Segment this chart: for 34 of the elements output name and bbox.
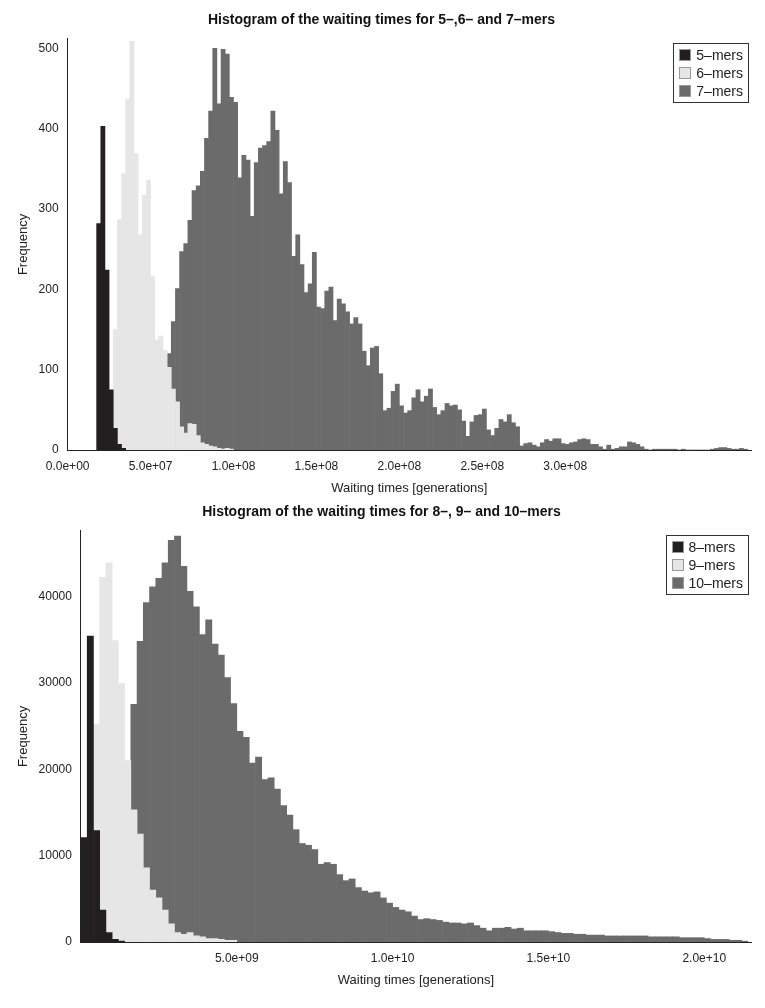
legend-label: 9–mers (688, 555, 736, 574)
chart-title: Histogram of the waiting times for 5–,6– and 7–mers (208, 11, 556, 28)
x-axis-title: Waiting times [generations] (337, 971, 495, 987)
x-tick-label: 2.0e+08 (377, 458, 422, 473)
x-tick-label: 1.5e+08 (294, 458, 339, 473)
y-tick-label: 10000 (38, 847, 73, 862)
y-tick-label: 0 (51, 442, 59, 457)
y-tick-label: 200 (38, 281, 59, 296)
y-tick-label: 500 (38, 40, 59, 55)
x-tick-label: 5.0e+07 (128, 458, 173, 473)
x-tick-label: 1.0e+10 (370, 950, 415, 965)
legend-label: 6–mers (696, 63, 743, 82)
y-tick-label: 0 (65, 934, 73, 949)
legend-label: 10–mers (688, 573, 743, 592)
y-tick-label: 100 (38, 362, 59, 376)
legend-label: 8–mers (688, 537, 736, 556)
y-tick-label: 30000 (38, 675, 73, 690)
legend-label: 5–mers (696, 45, 743, 64)
y-tick-label: 20000 (38, 761, 73, 776)
x-tick-label: 0.0e+00 (45, 458, 90, 473)
x-tick-label: 1.5e+10 (526, 950, 571, 965)
y-tick-label: 300 (38, 201, 59, 216)
y-tick-label: 400 (38, 121, 59, 136)
x-tick-label: 2.5e+08 (460, 458, 505, 473)
x-axis-title: Waiting times [generations] (331, 479, 488, 495)
x-tick-label: 5.0e+09 (214, 950, 259, 965)
y-axis-title: Frequency (15, 705, 31, 768)
x-tick-label: 1.0e+08 (211, 458, 256, 473)
y-tick-label: 40000 (38, 588, 73, 603)
x-tick-label: 2.0e+10 (682, 950, 727, 965)
chart-title: Histogram of the waiting times for 8–, 9– and 10–mers (202, 503, 562, 520)
x-tick-label: 3.0e+08 (543, 458, 588, 473)
y-axis-title: Frequency (15, 213, 31, 276)
legend-label: 7–mers (696, 81, 743, 100)
